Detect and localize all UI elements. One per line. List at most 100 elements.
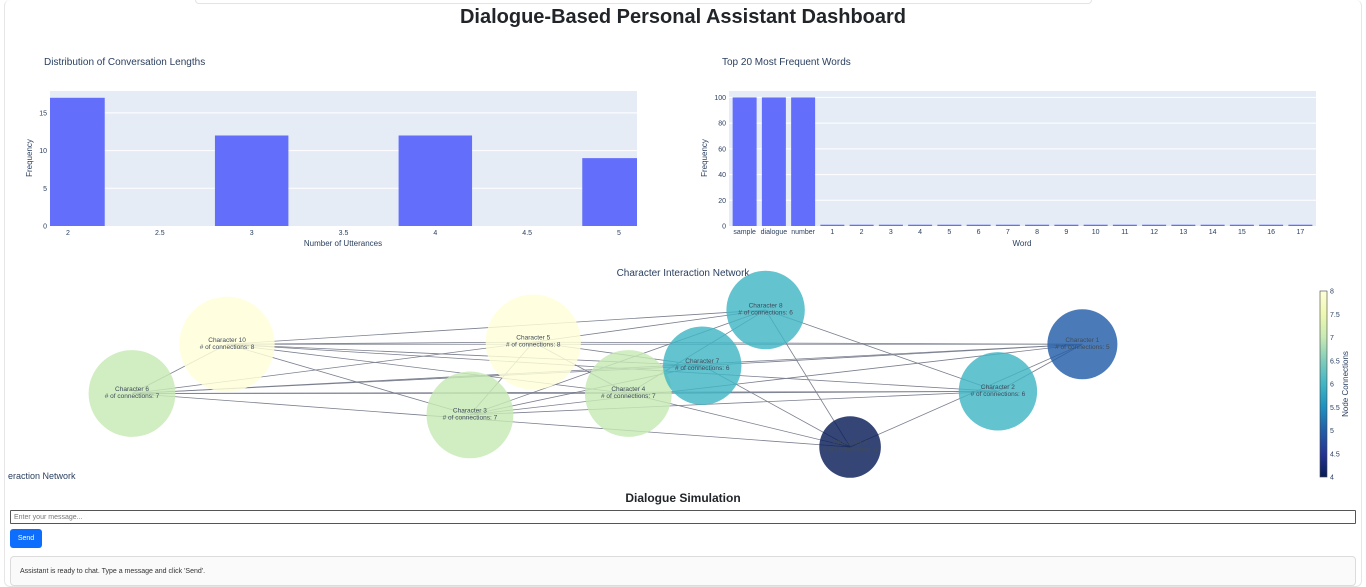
node-connections-label: # of connections: 6 [738,310,793,317]
y-tick-label: 40 [718,172,726,179]
bar [1112,224,1137,226]
x-tick-label: 5 [617,230,621,237]
bar [732,97,757,226]
network-node [426,371,514,459]
node-connections-label: # of connections: 7 [105,393,160,400]
network-node [1047,309,1118,380]
network-edge [227,341,534,345]
network-node [663,326,742,405]
network-node [88,350,176,437]
bar [1083,224,1108,226]
y-tick-label: 60 [718,146,726,153]
network-edge [765,309,999,392]
colorbar-title: Node Connections [1341,351,1350,417]
x-tick-label: 7 [1006,229,1010,236]
network-edge [226,343,629,394]
node-label: Character 5 [516,335,550,342]
network-edge [469,343,1083,416]
y-tick-label: 80 [718,121,726,128]
x-tick-label: 10 [1092,229,1100,236]
node-label: Character 1 [1065,337,1099,344]
network-node [179,296,275,392]
plot-area [729,91,1316,226]
bar [908,224,933,226]
plot-area [50,91,637,226]
bar [820,224,845,226]
node-connections-label: # of connections: 7 [601,393,656,400]
node-connections-label: # of connections: 6 [675,365,730,372]
chart-title: Distribution of Conversation Lengths [44,57,205,68]
colorbar-tick-label: 7 [1330,335,1334,342]
bar [1200,224,1225,226]
bar [1054,224,1079,226]
dashboard-title: Dialogue-Based Personal Assistant Dashbo… [459,6,907,28]
bar [1259,224,1284,226]
colorbar-tick-label: 5 [1330,428,1334,435]
x-tick-label: 1 [830,229,834,236]
node-label: Character 7 [685,358,719,365]
top-tab [195,0,1092,4]
bar [937,224,962,226]
node-label: Character 6 [115,386,149,393]
bar [50,97,105,226]
node-label: Character 2 [981,384,1015,391]
colorbar-tick-label: 4 [1330,475,1334,482]
chat-output: Assistant is ready to chat. Type a messa… [10,556,1356,586]
x-tick-label: 16 [1267,229,1275,236]
message-input[interactable] [10,510,1356,524]
x-tick-label: 9 [1064,229,1068,236]
frequent-words-chart[interactable]: Top 20 Most Frequent Words 020406080100 … [683,48,1366,253]
x-tick-label: 13 [1179,229,1187,236]
network-node [819,416,881,478]
node-connections-label: # of connections: 5 [1055,344,1110,351]
x-tick-label: 2 [66,230,70,237]
x-tick-label: 17 [1296,229,1304,236]
network-edge [469,390,998,416]
y-tick-label: 15 [39,110,47,117]
y-tick-label: 10 [39,148,47,155]
bar [1171,224,1196,226]
x-tick-label: 2.5 [155,230,165,237]
y-axis-label: Frequency [25,139,34,177]
bar [398,135,473,226]
network-edge [702,343,1083,367]
y-tick-label: 0 [722,224,726,231]
x-tick-label: 4.5 [522,230,532,237]
bar [761,97,786,226]
colorbar-tick-label: 6 [1330,382,1334,389]
simulation-title: Dialogue Simulation [625,491,741,505]
network-node [584,350,672,437]
conversation-length-chart[interactable]: Distribution of Conversation Lengths 0 5 1… [0,48,683,253]
network-tab-label: eraction Network [8,471,76,481]
node-connections-label: # of connections: 8 [200,344,255,351]
bar [582,158,637,226]
chart-title: Character Interaction Network [617,268,751,279]
colorbar-tick-label: 7.5 [1330,312,1340,319]
node-connections-label: # of connections: 4 [823,447,878,454]
y-axis-label: Frequency [700,139,709,177]
x-tick-label: 3.5 [339,230,349,237]
colorbar-tick-label: 5.5 [1330,405,1340,412]
character-network-chart[interactable]: Character Interaction Network Character … [0,262,1366,484]
bar [791,97,816,226]
assistant-status-message: Assistant is ready to chat. Type a messa… [20,568,206,575]
y-tick-label: 5 [43,186,47,193]
x-tick-label: sample [733,229,756,236]
send-button[interactable]: Send [10,529,42,548]
x-tick-label: 3 [250,230,254,237]
node-label: Character 10 [208,337,246,344]
bar [214,135,289,226]
colorbar [1319,290,1328,478]
x-axis-label: Number of Utterances [304,239,382,248]
bar [966,224,991,226]
colorbar-tick-label: 6.5 [1330,358,1340,365]
y-tick-label: 0 [43,224,47,231]
network-node [726,270,805,350]
bar [1288,224,1313,226]
x-tick-label: 12 [1150,229,1158,236]
network-edge [533,341,1083,345]
x-tick-label: 8 [1035,229,1039,236]
y-tick-label: 20 [718,198,726,205]
y-tick-label: 100 [714,95,726,102]
network-node [485,294,581,390]
